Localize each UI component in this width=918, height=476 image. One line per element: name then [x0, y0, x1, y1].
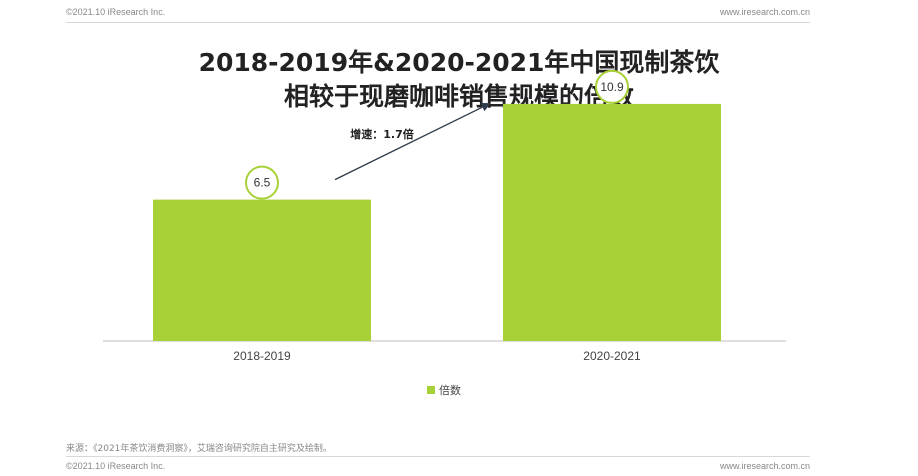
bar-2020-2021 — [503, 103, 721, 341]
data-label: 6.5 — [254, 176, 271, 190]
footer-divider — [66, 456, 810, 457]
chart-title: 2018-2019年&2020-2021年中国现制茶饮 相较于现磨咖啡销售规模的… — [0, 46, 918, 114]
data-label: 10.9 — [600, 80, 624, 94]
footer-website: www.iresearch.com.cn — [719, 461, 810, 471]
growth-annotation: 增速：1.7倍 — [350, 127, 414, 141]
legend: 倍数 — [427, 382, 461, 398]
growth-arrow — [334, 103, 491, 181]
header-copyright: ©2021.10 iResearch Inc. — [66, 7, 166, 17]
legend-swatch — [427, 386, 435, 394]
data-label-circle — [595, 69, 629, 104]
footer-copyright: ©2021.10 iResearch Inc. — [66, 461, 166, 471]
source-note: 来源：《2021年茶饮消费洞察》，艾瑞咨询研究院自主研究及绘制。 — [66, 444, 332, 454]
x-tick-label: 2020-2021 — [583, 349, 641, 363]
header-divider — [66, 22, 810, 23]
data-label-circle — [245, 165, 279, 200]
chart-title-line-1: 2018-2019年&2020-2021年中国现制茶饮 — [198, 48, 720, 77]
x-tick-label: 2018-2019 — [233, 349, 291, 363]
header-website: www.iresearch.com.cn — [719, 7, 810, 17]
bar-2018-2019 — [153, 199, 371, 341]
legend-label: 倍数 — [439, 384, 461, 397]
